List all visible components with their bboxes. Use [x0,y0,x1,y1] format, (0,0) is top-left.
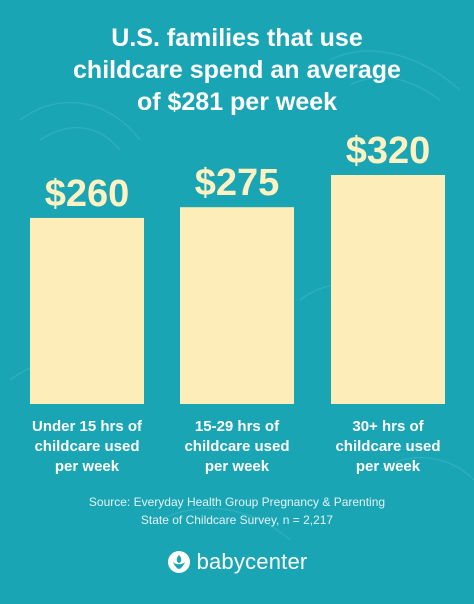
bar-2 [180,207,294,404]
brand-name: babycenter [196,549,308,574]
chart-title-line-1: U.S. families that use [111,24,363,52]
category-label-2-line-2: childcare used [184,438,289,455]
chart-title: U.S. families that use childcare spend a… [0,22,474,118]
value-label-2: $275 [195,162,280,204]
value-label-1: $260 [45,173,130,215]
category-label-3-line-3: per week [356,458,421,475]
category-label-2-line-1: 15-29 hrs of [195,418,280,435]
bar-3 [331,175,445,404]
source-note: Source: Everyday Health Group Pregnancy … [0,493,474,529]
babycenter-logo-icon [167,551,190,573]
source-line-1: Source: Everyday Health Group Pregnancy … [88,495,386,509]
source-line-2: State of Childcare Survey, n = 2,217 [140,513,334,527]
category-label-3-line-1: 30+ hrs of [352,418,424,435]
category-label-1-line-1: Under 15 hrs of [32,418,143,435]
value-label-3: $320 [346,130,431,172]
bar-1 [30,217,144,404]
category-label-3-line-2: childcare used [335,438,440,455]
babycenter-logo: babycenter [0,547,474,577]
chart-title-line-2: childcare spend an average [73,56,401,84]
category-label-1-line-3: per week [55,458,120,475]
chart-title-line-3: of $281 per week [136,88,338,116]
category-label-2-line-3: per week [205,458,270,475]
category-label-1-line-2: childcare used [34,438,139,455]
